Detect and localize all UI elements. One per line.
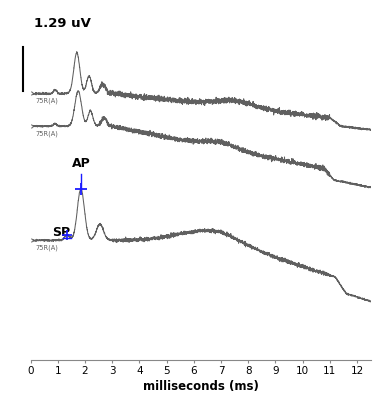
Text: SP: SP xyxy=(52,226,70,239)
Text: 75R(A): 75R(A) xyxy=(36,130,58,137)
Text: AP: AP xyxy=(71,157,90,170)
X-axis label: milliseconds (ms): milliseconds (ms) xyxy=(142,380,259,394)
Text: 75R(A): 75R(A) xyxy=(36,244,58,251)
Text: 1.29 uV: 1.29 uV xyxy=(34,17,91,30)
Text: 75R(A): 75R(A) xyxy=(36,98,58,104)
